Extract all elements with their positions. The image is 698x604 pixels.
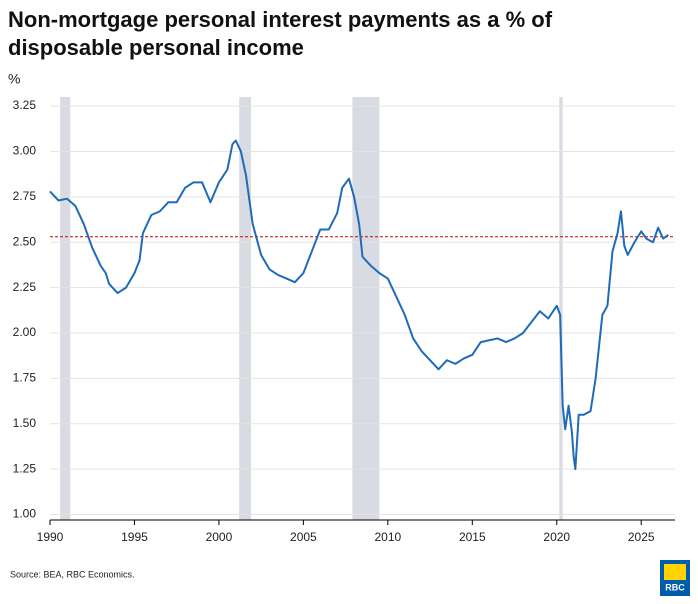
x-tick-label: 2010 bbox=[374, 530, 401, 544]
y-tick-label: 3.25 bbox=[13, 98, 37, 112]
data-line bbox=[49, 139, 669, 471]
y-tick-label: 1.25 bbox=[13, 461, 37, 475]
x-tick-label: 1990 bbox=[37, 530, 64, 544]
source: Source: BEA, RBC Economics. bbox=[10, 569, 135, 579]
x-tick-label: 1995 bbox=[121, 530, 148, 544]
y-tick-label: 1.00 bbox=[13, 507, 37, 521]
recession-band bbox=[559, 97, 563, 520]
recession-band bbox=[239, 97, 252, 520]
x-tick-label: 2000 bbox=[206, 530, 233, 544]
y-tick-label: 2.50 bbox=[13, 234, 37, 248]
y-tick-label: 1.50 bbox=[13, 416, 37, 430]
y-tick-label: 3.00 bbox=[13, 144, 37, 158]
logo-text: RBC bbox=[665, 582, 685, 592]
y-tick-label: 1.75 bbox=[13, 371, 37, 385]
logo-emblem bbox=[664, 564, 686, 580]
y-tick-label: 2.75 bbox=[13, 189, 37, 203]
x-tick-label: 2025 bbox=[628, 530, 655, 544]
x-tick-label: 2005 bbox=[290, 530, 317, 544]
recession-band bbox=[352, 97, 380, 520]
y-unit: % bbox=[8, 71, 20, 87]
y-tick-label: 2.25 bbox=[13, 280, 37, 294]
y-tick-label: 2.00 bbox=[13, 325, 37, 339]
chart-title: Non-mortgage personal interest payments … bbox=[8, 7, 553, 60]
x-tick-label: 2020 bbox=[543, 530, 570, 544]
recession-band bbox=[60, 97, 71, 520]
x-tick-label: 2015 bbox=[459, 530, 486, 544]
